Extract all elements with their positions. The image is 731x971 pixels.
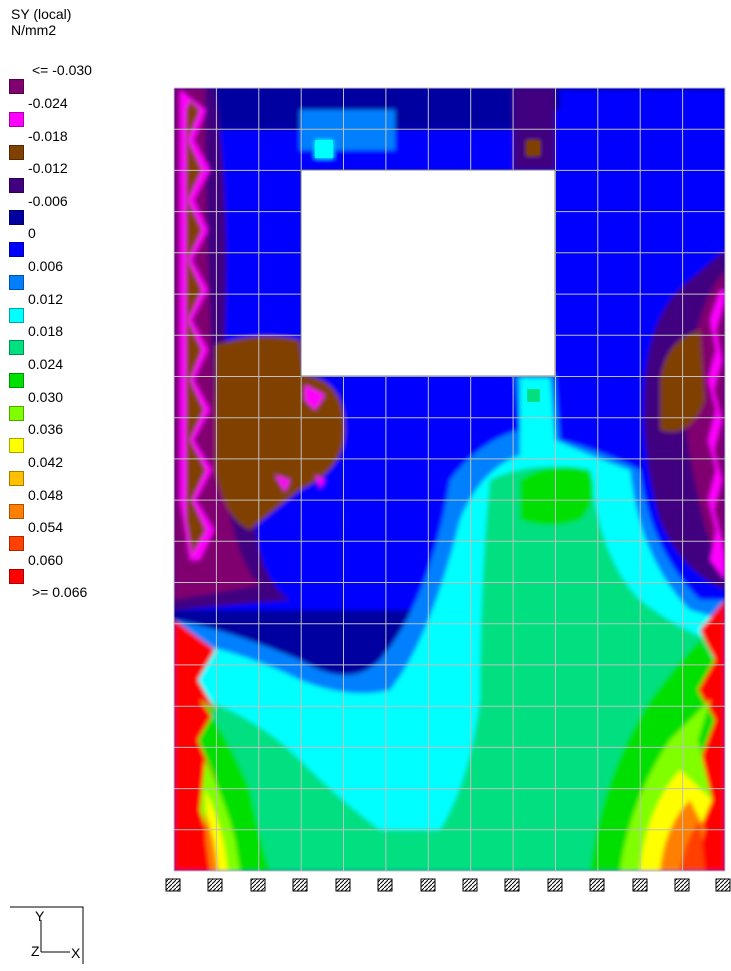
contour-patch: [527, 389, 540, 402]
legend-swatch: [9, 210, 24, 225]
legend-label: 0.018: [28, 323, 64, 339]
legend-label: <= -0.030: [32, 62, 92, 78]
legend-swatch: [9, 112, 24, 127]
support-icon: [207, 878, 223, 892]
legend-swatch: [9, 406, 24, 421]
legend-swatch: [9, 145, 24, 160]
legend-swatch: [9, 242, 24, 257]
legend-label: -0.018: [28, 128, 68, 144]
legend-label: -0.012: [28, 160, 68, 176]
support-icon: [674, 878, 690, 892]
legend-unit: N/mm2: [11, 22, 57, 38]
legend-swatch: [9, 471, 24, 486]
axis-x-label: X: [71, 945, 81, 961]
support-icon: [547, 878, 563, 892]
axis-z-label: Z: [31, 943, 40, 959]
legend-label: 0.024: [28, 356, 64, 372]
legend-label: 0.060: [28, 552, 64, 568]
legend-swatch: [9, 275, 24, 290]
legend-swatch: [9, 373, 24, 388]
support-icon: [165, 878, 181, 892]
support-icon: [377, 878, 393, 892]
legend-label: -0.024: [28, 95, 68, 111]
legend-label: -0.006: [28, 193, 68, 209]
legend-label: 0.036: [28, 421, 64, 437]
contour-patch: [315, 140, 333, 158]
support-icon: [420, 878, 436, 892]
support-icon: [292, 878, 308, 892]
support-icon: [335, 878, 351, 892]
support-icon: [632, 878, 648, 892]
axis-triad-icon: Y Z X: [10, 906, 84, 964]
legend-swatch: [9, 438, 24, 453]
legend-label: 0.012: [28, 291, 64, 307]
legend-label: 0.042: [28, 454, 64, 470]
legend-swatch: [9, 569, 24, 584]
legend-swatch: [9, 79, 24, 94]
legend-quantity: SY (local): [11, 6, 72, 22]
legend-swatch: [9, 308, 24, 323]
legend-swatch: [9, 340, 24, 355]
support-icon: [462, 878, 478, 892]
axis-y-label: Y: [35, 908, 45, 924]
contour-patch: [527, 141, 540, 155]
support-icon: [504, 878, 520, 892]
support-icon: [250, 878, 266, 892]
support-icon: [715, 878, 731, 892]
stress-contour-plot: [165, 87, 731, 892]
legend-label: 0.048: [28, 487, 64, 503]
legend-swatch: [9, 178, 24, 193]
legend-label: 0.030: [28, 389, 64, 405]
legend-label: 0.054: [28, 519, 64, 535]
legend-label: 0: [28, 225, 36, 241]
support-icon: [589, 878, 605, 892]
support-row: [165, 878, 731, 892]
legend-label: >= 0.066: [32, 584, 88, 600]
legend-swatch: [9, 504, 24, 519]
color-legend: SY (local) N/mm2 <= -0.030 -0.024 -0.018…: [0, 0, 160, 620]
legend-label: 0.006: [28, 258, 64, 274]
wall-opening: [300, 169, 556, 377]
legend-swatch: [9, 536, 24, 551]
